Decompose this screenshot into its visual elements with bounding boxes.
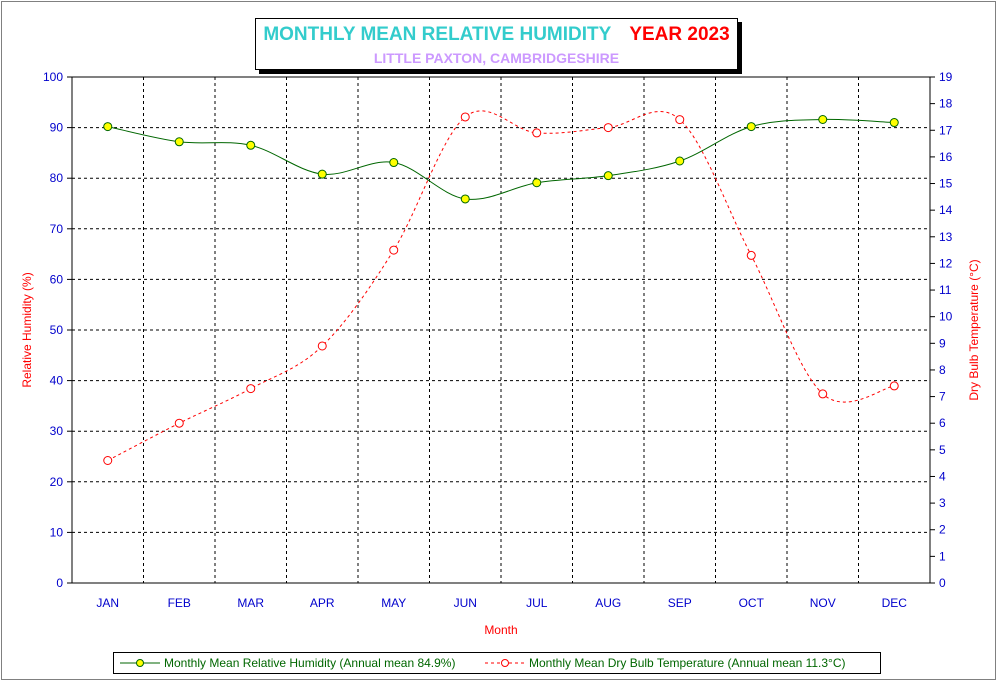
y2-tick-label: 17 — [939, 123, 953, 137]
y-tick-label: 20 — [50, 475, 64, 489]
y2-tick-label: 11 — [939, 283, 952, 297]
plot-area — [71, 76, 931, 584]
y2-tick-label: 7 — [939, 390, 946, 404]
temperature-point — [246, 384, 256, 394]
humidity-point — [103, 122, 113, 132]
y2-tick-label: 8 — [939, 363, 946, 377]
x-tick-label: JUN — [454, 596, 477, 610]
humidity-point — [389, 158, 399, 168]
chart-title: MONTHLY MEAN RELATIVE HUMIDITY YEAR 2023 — [256, 24, 737, 46]
humidity-point — [460, 194, 470, 204]
x-tick-label: FEB — [168, 596, 191, 610]
x-tick-label: APR — [310, 596, 335, 610]
y2-tick-label: 1 — [939, 549, 946, 563]
temperature-point — [317, 341, 327, 351]
temperature-point — [103, 455, 113, 465]
y-tick-label: 90 — [50, 121, 64, 135]
x-tick-label: DEC — [882, 596, 908, 610]
y-tick-label: 70 — [50, 222, 64, 236]
legend-humidity-swatch — [120, 659, 160, 667]
humidity-point — [675, 156, 685, 166]
y2-tick-label: 6 — [939, 416, 946, 430]
y2-tick-label: 2 — [939, 523, 946, 537]
humidity-point — [317, 169, 327, 179]
legend-humidity-label: Monthly Mean Relative Humidity (Annual m… — [164, 656, 456, 670]
y2-tick-label: 15 — [939, 177, 953, 191]
y2-tick-label: 5 — [939, 443, 946, 457]
y-tick-label: 10 — [50, 525, 64, 539]
y2-tick-label: 16 — [939, 150, 953, 164]
y2-tick-label: 14 — [939, 203, 953, 217]
x-tick-label: OCT — [739, 596, 765, 610]
y-tick-label: 0 — [56, 576, 63, 590]
x-tick-label: NOV — [810, 596, 836, 610]
y2-tick-label: 10 — [939, 310, 953, 324]
temperature-line — [107, 110, 895, 461]
y2-tick-label: 12 — [939, 256, 953, 270]
y2-tick-label: 3 — [939, 496, 946, 510]
chart-subtitle: LITTLE PAXTON, CAMBRIDGESHIRE — [373, 50, 620, 66]
y-tick-label: 30 — [50, 424, 64, 438]
x-tick-label: MAR — [237, 596, 264, 610]
humidity-point — [174, 137, 184, 147]
humidity-point — [603, 171, 613, 181]
chart-title-box: MONTHLY MEAN RELATIVE HUMIDITY YEAR 2023 … — [255, 18, 738, 70]
x-axis-title: Month — [484, 623, 517, 637]
y2-axis-title: Dry Bulb Temperature (°C) — [967, 259, 981, 400]
humidity-point — [532, 178, 542, 188]
x-tick-label: MAY — [381, 596, 406, 610]
y-axis-title: Relative Humidity (%) — [20, 272, 34, 387]
x-tick-label: SEP — [668, 596, 692, 610]
humidity-point — [246, 140, 256, 150]
y-tick-label: 80 — [50, 171, 64, 185]
temperature-point — [675, 115, 685, 125]
chart-title-year: YEAR 2023 — [629, 24, 730, 45]
y2-tick-label: 4 — [939, 469, 946, 483]
humidity-point — [889, 118, 899, 128]
x-tick-label: JUL — [526, 596, 548, 610]
y-tick-label: 100 — [43, 70, 63, 84]
y2-tick-label: 19 — [939, 70, 953, 84]
humidity-line — [107, 118, 895, 200]
temperature-point — [174, 418, 184, 428]
temperature-point — [818, 389, 828, 399]
temperature-point — [746, 250, 756, 260]
y2-tick-label: 0 — [939, 576, 946, 590]
humidity-point — [818, 115, 828, 125]
temperature-point — [603, 123, 613, 133]
x-tick-label: JAN — [96, 596, 119, 610]
y2-tick-label: 9 — [939, 336, 946, 350]
y-tick-label: 40 — [50, 374, 64, 388]
y2-tick-label: 13 — [939, 230, 953, 244]
temperature-point — [460, 112, 470, 122]
y-tick-label: 60 — [50, 272, 64, 286]
legend-temperature-swatch — [485, 659, 525, 667]
legend: Monthly Mean Relative Humidity (Annual m… — [113, 652, 881, 674]
x-tick-label: AUG — [595, 596, 621, 610]
legend-temperature-label: Monthly Mean Dry Bulb Temperature (Annua… — [529, 656, 846, 670]
temperature-point — [532, 128, 542, 138]
temperature-point — [889, 381, 899, 391]
y-tick-label: 50 — [50, 323, 64, 337]
temperature-point — [389, 245, 399, 255]
y2-tick-label: 18 — [939, 97, 953, 111]
humidity-point — [746, 122, 756, 132]
chart-title-main: MONTHLY MEAN RELATIVE HUMIDITY — [263, 24, 612, 45]
